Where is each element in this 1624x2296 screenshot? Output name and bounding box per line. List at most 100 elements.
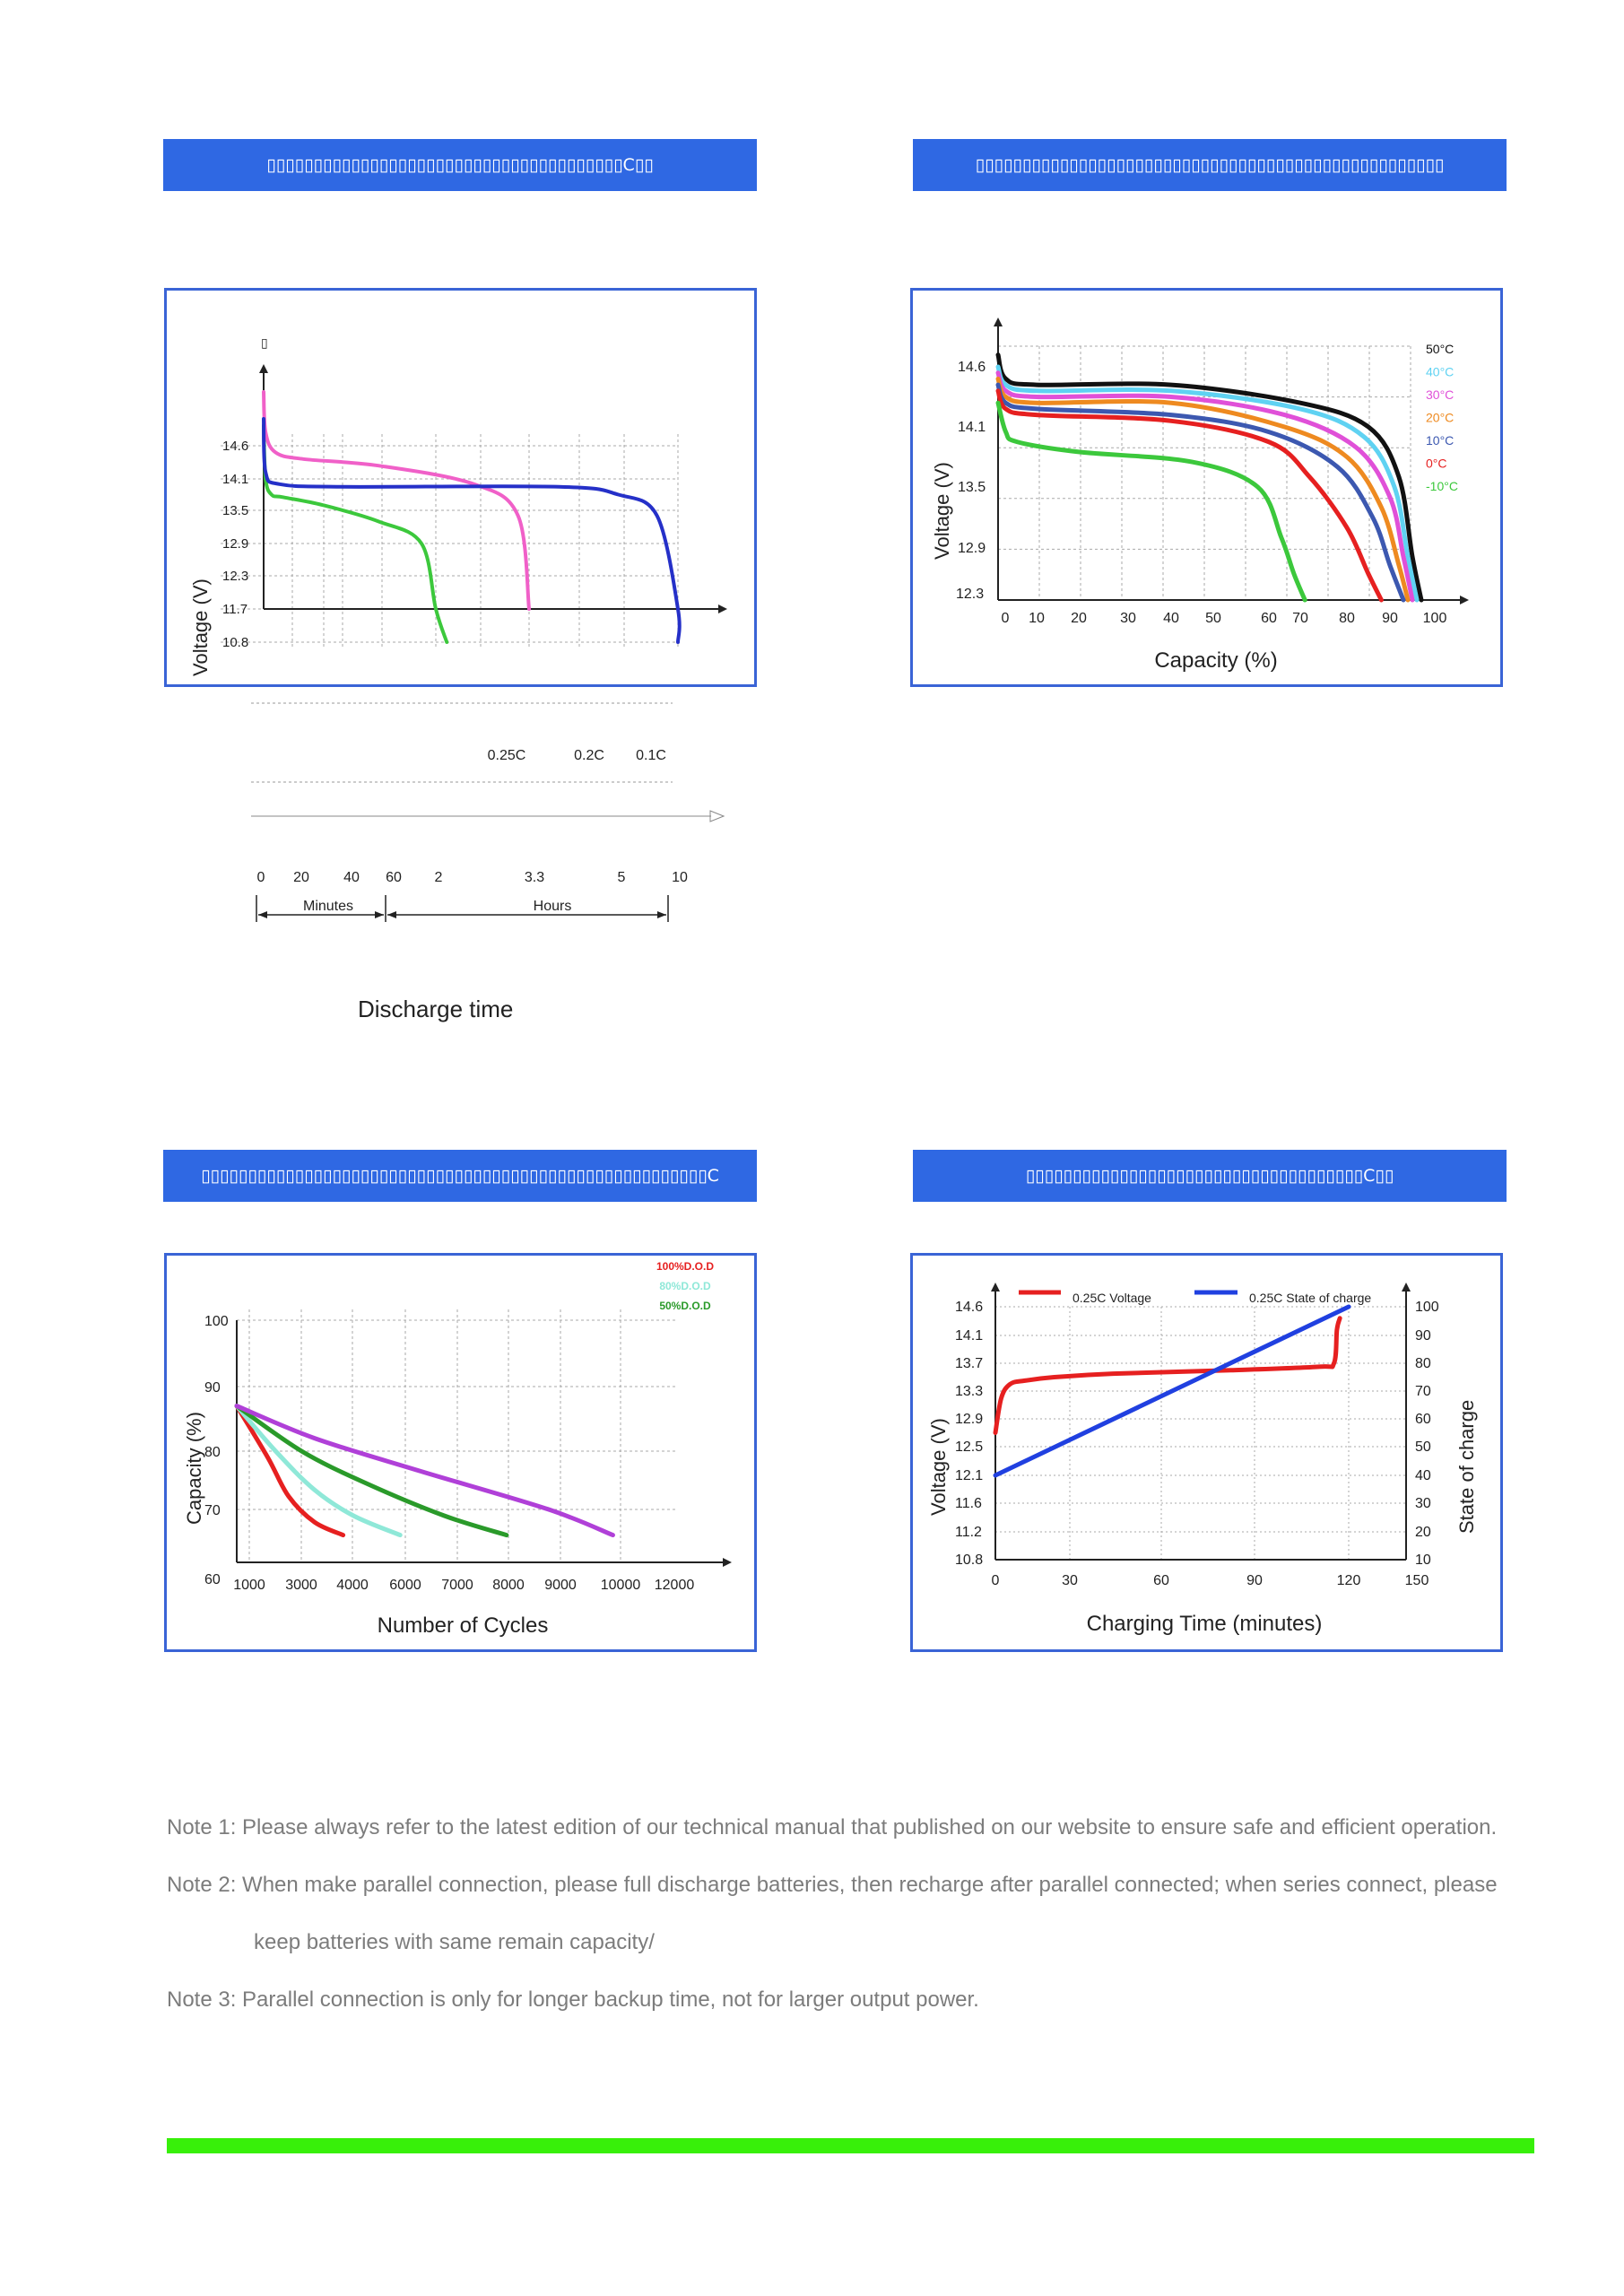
discharge-series-0.1C — [262, 417, 682, 644]
cycle-legend-label: 80%D.O.D — [659, 1280, 711, 1292]
hours-arrow-right — [657, 911, 666, 918]
charging-y-tick: 10.8 — [955, 1552, 983, 1568]
cycle-x-tick: 4000 — [336, 1578, 369, 1593]
minutes-arrow-right — [375, 911, 384, 918]
temperature-chart-frame: 0 10 20 30 40 50 60 70 80 90 100 14.6 14.1 13.5 12.9 12… — [910, 288, 1503, 687]
temperature-series-10°C — [995, 382, 1406, 603]
discharge-chart: ▯ 14.6 14.1 13.5 12.9 12.3 11.7 10.8 Voltage (V) — [189, 335, 727, 676]
charging-y2-arrow — [1402, 1283, 1411, 1292]
banner-temperature: ▯▯▯▯▯▯▯▯▯▯▯▯▯▯▯▯▯▯▯▯▯▯▯▯▯▯▯▯▯▯▯▯▯▯▯▯▯▯▯▯… — [913, 139, 1507, 191]
temperature-series--10°C — [995, 400, 1307, 603]
temperature-chart: 0 10 20 30 40 50 60 70 80 90 100 14.6 14.1 13.5 12.9 12… — [931, 317, 1469, 673]
charging-chart-frame: 0 30 60 90 120 150 14.6 14.1 13.7 13.3 12.9 12.5 12.… — [910, 1253, 1503, 1652]
time-tick: 60 — [386, 870, 402, 885]
charging-chart: 0 30 60 90 120 150 14.6 14.1 13.7 13.3 12.9 12.5 12.… — [927, 1283, 1478, 1636]
charging-y-tick: 13.7 — [955, 1356, 983, 1371]
temperature-series-40°C — [995, 364, 1420, 603]
charging-x-label: Charging Time (minutes) — [1087, 1612, 1323, 1636]
temperature-y-tick: 12.9 — [958, 541, 986, 556]
charging-y2-tick: 50 — [1415, 1439, 1431, 1455]
cycle-x-tick: 8000 — [492, 1578, 525, 1593]
charging-y2-tick: 90 — [1415, 1328, 1431, 1344]
cycle-x-tick: 7000 — [441, 1578, 473, 1593]
temperature-legend-label: -10°C — [1426, 479, 1458, 493]
temperature-y-tick: 12.3 — [956, 587, 984, 602]
cycle-y-label: Capacity (%) — [183, 1412, 205, 1525]
temperature-x-tick: 50 — [1205, 611, 1221, 626]
discharge-y-tick: 14.1 — [222, 472, 248, 487]
temperature-x-tick: 40 — [1163, 611, 1179, 626]
rate-label: 0.25C — [488, 748, 526, 763]
cycle-series-80%D.O.D — [234, 1404, 403, 1538]
temperature-x-tick: 80 — [1339, 611, 1355, 626]
temperature-series-50°C — [995, 352, 1424, 603]
time-tick: 5 — [618, 870, 626, 885]
charging-y-tick: 12.5 — [955, 1439, 983, 1455]
charging-x-tick: 120 — [1337, 1573, 1361, 1588]
charging-y-tick: 14.1 — [955, 1328, 983, 1344]
temperature-series-0°C — [995, 388, 1384, 603]
note-3: Note 3: Parallel connection is only for … — [167, 1987, 979, 2012]
charging-y2-tick: 20 — [1415, 1525, 1431, 1540]
temperature-series-30°C — [995, 370, 1415, 603]
temperature-legend-label: 40°C — [1426, 365, 1454, 379]
temperature-y-tick: 14.6 — [958, 360, 986, 375]
charging-y-tick: 11.2 — [955, 1525, 982, 1540]
charging-y2-tick: 100 — [1415, 1300, 1439, 1315]
charging-legend-soc-label: 0.25C State of charge — [1249, 1291, 1371, 1305]
cycle-series-50%D.O.D — [234, 1404, 509, 1538]
charging-y-tick: 12.9 — [955, 1412, 983, 1427]
charging-y2-tick: 30 — [1415, 1496, 1431, 1511]
rate-label: 0.2C — [574, 748, 604, 763]
charging-y-arrow — [991, 1283, 1000, 1292]
temperature-legend-label: 30°C — [1426, 387, 1454, 402]
charging-series-voltage — [993, 1316, 1342, 1435]
banner-cycle-life: ▯▯▯▯▯▯▯▯▯▯▯▯▯▯▯▯▯▯▯▯▯▯▯▯▯▯▯▯▯▯▯▯▯▯▯▯▯▯▯▯… — [163, 1150, 757, 1202]
charging-y2-label: State of charge — [1455, 1400, 1478, 1534]
temperature-x-arrow — [1460, 596, 1469, 604]
discharge-y-tick: 13.5 — [222, 503, 248, 518]
temperature-x-label: Capacity (%) — [1154, 648, 1277, 673]
temperature-x-tick: 20 — [1071, 611, 1087, 626]
time-tick: 10 — [672, 870, 688, 885]
temperature-y-tick: 13.5 — [958, 480, 986, 495]
temperature-x-tick: 60 — [1261, 611, 1277, 626]
temperature-legend-label: 50°C — [1426, 342, 1454, 356]
time-tick: 20 — [293, 870, 309, 885]
cycle-series-unnamed — [234, 1404, 615, 1538]
temperature-legend-label: 10°C — [1426, 433, 1454, 448]
note-2-continued: keep batteries with same remain capacity… — [254, 1930, 655, 1954]
cycle-x-tick: 1000 — [233, 1578, 265, 1593]
charging-y-tick: 13.3 — [955, 1384, 983, 1399]
charging-y-tick: 11.6 — [955, 1496, 982, 1511]
cycle-x-tick: 12000 — [655, 1578, 695, 1593]
cycle-x-tick: 3000 — [285, 1578, 317, 1593]
hours-arrow-left — [387, 911, 396, 918]
note-1: Note 1: Please always refer to the lates… — [167, 1815, 1498, 1839]
temperature-x-tick: 70 — [1292, 611, 1308, 626]
discharge-y-tick: 14.6 — [222, 439, 248, 454]
charging-y2-tick: 10 — [1415, 1552, 1431, 1568]
cycle-y-tick: 90 — [204, 1380, 221, 1396]
cycle-x-label: Number of Cycles — [378, 1613, 549, 1638]
note-2: Note 2: When make parallel connection, p… — [167, 1873, 1498, 1897]
banner-charging: ▯▯▯▯▯▯▯▯▯▯▯▯▯▯▯▯▯▯▯▯▯▯▯▯▯▯▯▯▯▯▯▯▯▯▯▯C▯▯ — [913, 1150, 1507, 1202]
cycle-y-tick: 100 — [204, 1314, 229, 1329]
charging-y2-tick: 40 — [1415, 1468, 1431, 1483]
charging-x-tick: 90 — [1246, 1573, 1263, 1588]
charging-legend-voltage-label: 0.25C Voltage — [1073, 1291, 1151, 1305]
discharge-y-tick: 11.7 — [222, 602, 248, 617]
charging-series-soc — [993, 1304, 1351, 1478]
cycle-x-arrow — [723, 1558, 732, 1567]
cycle-y-tick: 70 — [204, 1503, 221, 1518]
cycle-legend-label: 100%D.O.D — [656, 1260, 714, 1273]
discharge-series-0.2C — [262, 390, 531, 611]
discharge-y-tick: 12.3 — [222, 569, 248, 584]
discharge-time-label: Discharge time — [358, 996, 514, 1022]
time-tick: 0 — [257, 870, 265, 885]
temperature-x-tick: 30 — [1120, 611, 1136, 626]
time-tick: 2 — [435, 870, 443, 885]
temperature-series-20°C — [995, 376, 1411, 603]
minutes-label: Minutes — [303, 899, 353, 914]
cycle-y-tick: 60 — [204, 1572, 221, 1587]
